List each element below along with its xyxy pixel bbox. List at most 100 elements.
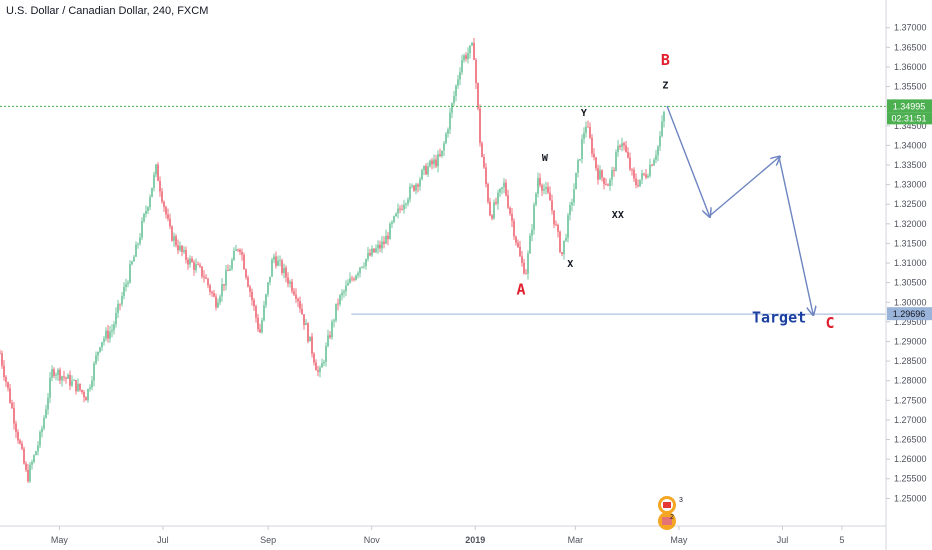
candle-body bbox=[11, 402, 13, 408]
price-tick-label: 1.26500 bbox=[894, 435, 927, 445]
event-icons[interactable]: 32 bbox=[658, 496, 683, 530]
candle-body bbox=[597, 168, 599, 180]
candle-body bbox=[131, 261, 133, 265]
candle-body bbox=[255, 306, 257, 318]
candle-body bbox=[451, 103, 453, 113]
candle-body bbox=[659, 135, 661, 147]
candle-body bbox=[87, 389, 89, 401]
candle-body bbox=[579, 159, 581, 161]
candle-body bbox=[349, 278, 351, 284]
candle-body bbox=[343, 291, 345, 293]
candle-body bbox=[177, 245, 179, 251]
candle-body bbox=[421, 169, 423, 180]
candle-body bbox=[89, 387, 91, 390]
candle-body bbox=[319, 367, 321, 372]
candle-body bbox=[395, 213, 397, 217]
time-axis[interactable]: May Jul Sep Nov 2019 Mar May Jul 5 bbox=[51, 526, 844, 545]
candle-body bbox=[47, 397, 49, 410]
candle-body bbox=[195, 264, 197, 270]
candle-body bbox=[247, 277, 249, 287]
time-tick-label: 2019 bbox=[465, 535, 485, 545]
price-tick-label: 1.32500 bbox=[894, 199, 927, 209]
candle-body bbox=[539, 178, 541, 186]
candle-body bbox=[653, 159, 655, 166]
candle-body bbox=[49, 377, 51, 398]
candle-body bbox=[321, 363, 323, 368]
candle-body bbox=[483, 157, 485, 168]
candle-body bbox=[567, 215, 569, 238]
candle-body bbox=[63, 376, 65, 378]
candle-body bbox=[157, 164, 159, 181]
candle-body bbox=[351, 278, 353, 280]
candle-body bbox=[101, 342, 103, 348]
candle-body bbox=[137, 243, 139, 245]
price-tick-label: 1.30000 bbox=[894, 297, 927, 307]
candle-body bbox=[51, 369, 53, 378]
candle-body bbox=[397, 208, 399, 214]
candle-body bbox=[185, 250, 187, 260]
candle-body bbox=[25, 463, 27, 470]
candle-body bbox=[33, 455, 35, 463]
price-tick-label: 1.35500 bbox=[894, 82, 927, 92]
candle-body bbox=[599, 170, 601, 180]
candle-body bbox=[65, 377, 67, 379]
candle-body bbox=[165, 207, 167, 215]
candle-body bbox=[193, 262, 195, 270]
candle-body bbox=[621, 143, 623, 147]
candle-body bbox=[15, 423, 17, 432]
price-tick-label: 1.25000 bbox=[894, 493, 927, 503]
candle-body bbox=[385, 235, 387, 244]
candle-body bbox=[339, 295, 341, 305]
price-tick-label: 1.37000 bbox=[894, 23, 927, 33]
candle-body bbox=[617, 145, 619, 153]
candle-body bbox=[307, 323, 309, 342]
projection-arrow bbox=[709, 157, 779, 217]
candle-body bbox=[353, 279, 355, 280]
candle-body bbox=[547, 187, 549, 193]
candle-body bbox=[13, 407, 15, 424]
candle-body bbox=[649, 164, 651, 176]
candle-body bbox=[69, 374, 71, 386]
candle-body bbox=[367, 253, 369, 259]
candle-body bbox=[95, 355, 97, 364]
candle-body bbox=[519, 246, 521, 257]
time-tick-label: 5 bbox=[839, 535, 844, 545]
candle-body bbox=[327, 335, 329, 346]
candle-body bbox=[347, 283, 349, 286]
candle-body bbox=[399, 208, 401, 210]
candle-body bbox=[233, 250, 235, 260]
candle-body bbox=[609, 179, 611, 186]
wave-label-target: Target bbox=[752, 309, 806, 327]
candle-body bbox=[311, 336, 313, 354]
candle-body bbox=[39, 432, 41, 446]
candle-body bbox=[143, 213, 145, 222]
candle-body bbox=[403, 204, 405, 210]
wave-label-b: B bbox=[661, 51, 670, 69]
candle-body bbox=[631, 169, 633, 171]
candle-body bbox=[445, 133, 447, 144]
candle-body bbox=[53, 369, 55, 376]
candle-body bbox=[241, 251, 243, 255]
candle-body bbox=[481, 143, 483, 158]
candle-body bbox=[45, 409, 47, 418]
candle-body bbox=[581, 139, 583, 160]
candle-body bbox=[201, 266, 203, 277]
candle-body bbox=[645, 174, 647, 178]
candle-body bbox=[555, 224, 557, 226]
candle-body bbox=[447, 129, 449, 134]
candle-body bbox=[407, 199, 409, 204]
candle-body bbox=[121, 296, 123, 305]
candle-body bbox=[27, 469, 29, 482]
wave-label-y: Y bbox=[581, 108, 587, 119]
price-tick-label: 1.33000 bbox=[894, 180, 927, 190]
candle-body bbox=[93, 363, 95, 381]
candle-body bbox=[585, 126, 587, 133]
time-tick-label: Mar bbox=[568, 535, 584, 545]
candle-body bbox=[153, 174, 155, 188]
candle-body bbox=[301, 308, 303, 315]
candle-body bbox=[57, 369, 59, 375]
candle-body bbox=[503, 182, 505, 188]
candle-body bbox=[361, 266, 363, 268]
annotations-layer: A W X Y XX B Z Target C bbox=[517, 51, 835, 332]
